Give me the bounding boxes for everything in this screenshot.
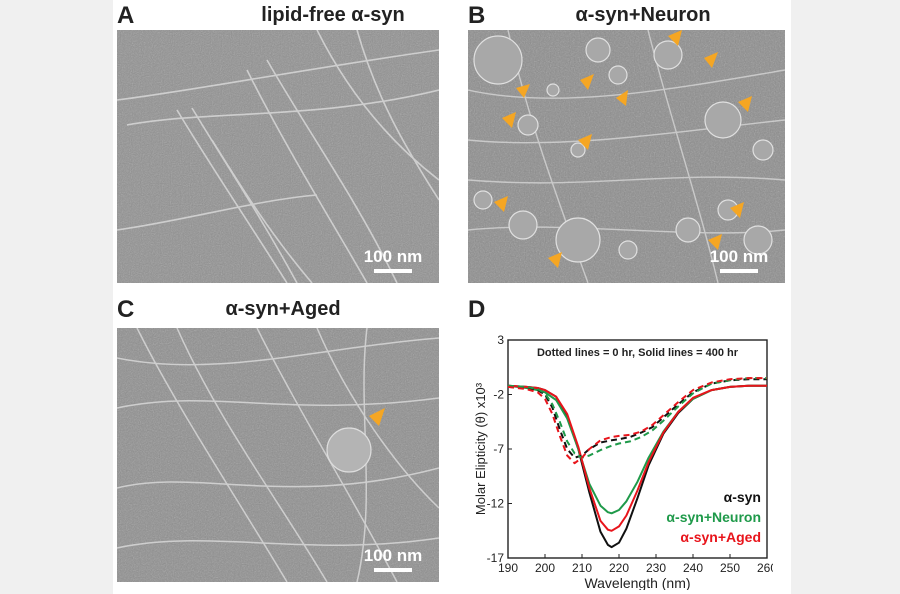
legend-entry-0: α-syn [724, 489, 761, 505]
x-tick-label-1: 200 [535, 561, 555, 575]
y-tick-label-0: 3 [497, 333, 504, 347]
scale-bar-a: 100 nm [357, 247, 429, 273]
x-tick-label-5: 240 [683, 561, 703, 575]
scale-bar-b: 100 nm [703, 247, 775, 273]
x-tick-label-7: 260 [757, 561, 773, 575]
figure: A lipid-free α-syn [113, 0, 791, 594]
x-tick-label-2: 210 [572, 561, 592, 575]
arrowhead-markers [494, 30, 752, 268]
scale-bar-a-line [374, 269, 412, 273]
micrograph-a: 100 nm [117, 30, 439, 283]
x-tick-label-6: 250 [720, 561, 740, 575]
panel-label-c: C [117, 296, 135, 323]
scale-bar-a-label: 100 nm [363, 247, 423, 266]
micrograph-a-image [117, 30, 439, 283]
series-line-5 [507, 377, 767, 465]
scale-bar-b-label: 100 nm [709, 247, 769, 266]
micrograph-c: 100 nm [117, 328, 439, 582]
panel-label-d: D [468, 296, 486, 323]
micrograph-b: 100 nm [468, 30, 785, 283]
x-tick-label-3: 220 [609, 561, 629, 575]
x-axis-title: Wavelength (nm) [584, 575, 690, 590]
legend-entry-1: α-syn+Neuron [666, 509, 761, 525]
y-tick-label-3: -12 [487, 497, 505, 511]
panel-title-a: lipid-free α-syn [261, 4, 405, 26]
y-axis-title: Molar Elipticity (θ) x10³ [473, 382, 488, 515]
micrograph-c-image [117, 328, 439, 582]
legend-entry-2: α-syn+Aged [680, 529, 761, 545]
micrograph-b-image [468, 30, 785, 283]
cd-spectrum-chart: 190 200 210 220 230 240 250 260 3 -2 -7 -12 -17 Wavel… [473, 333, 773, 590]
panel-label-b: B [468, 2, 486, 29]
scale-bar-c-label: 100 nm [363, 546, 423, 565]
panel-title-b: α-syn+Neuron [575, 4, 711, 26]
chart-annotation: Dotted lines = 0 hr, Solid lines = 400 h… [537, 347, 739, 359]
x-tick-label-0: 190 [498, 561, 518, 575]
scale-bar-c-line [374, 568, 412, 572]
series-line-4 [507, 377, 767, 459]
y-tick-label-1: -2 [493, 388, 504, 402]
plot-frame [507, 339, 768, 559]
arrowhead-marker-c [369, 408, 385, 426]
panel-label-a: A [117, 2, 135, 29]
panel-title-c: α-syn+Aged [225, 298, 341, 320]
x-tick-label-4: 230 [646, 561, 666, 575]
scale-bar-c: 100 nm [357, 546, 429, 572]
y-tick-label-4: -17 [487, 551, 505, 565]
y-tick-label-2: -7 [493, 442, 504, 456]
series-line-2 [507, 384, 767, 532]
scale-bar-b-line [720, 269, 758, 273]
